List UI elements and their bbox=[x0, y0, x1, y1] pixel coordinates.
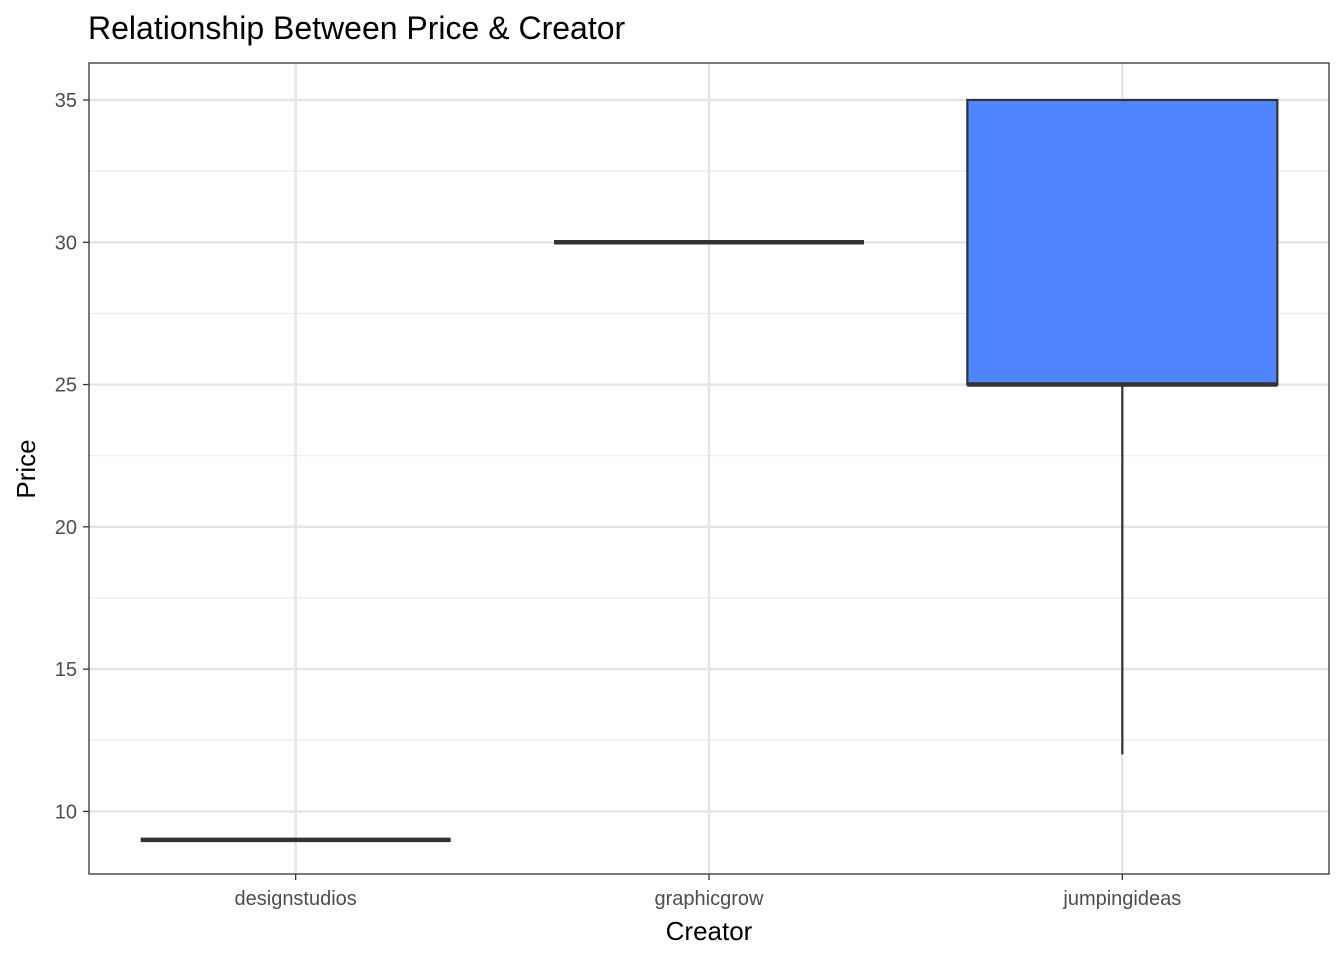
chart-title: Relationship Between Price & Creator bbox=[88, 10, 626, 46]
y-axis-title: Price bbox=[11, 439, 41, 498]
y-axis: 10 15 20 25 30 35 bbox=[55, 90, 89, 823]
y-tick-label: 35 bbox=[55, 90, 77, 112]
box-series bbox=[140, 98, 1279, 843]
y-tick-label: 25 bbox=[55, 375, 77, 397]
y-tick-label: 10 bbox=[55, 801, 77, 823]
box-jumpingideas bbox=[966, 98, 1279, 755]
x-axis-title: Creator bbox=[666, 916, 753, 946]
y-tick-label: 20 bbox=[55, 517, 77, 539]
y-tick-label: 15 bbox=[55, 659, 77, 681]
x-tick-label: jumpingideas bbox=[1062, 888, 1181, 910]
box-iqr bbox=[966, 98, 1279, 386]
x-tick-label: designstudios bbox=[235, 888, 357, 910]
y-tick-label: 30 bbox=[55, 232, 77, 254]
x-axis: designstudios graphicgrow jumpingideas bbox=[235, 874, 1181, 910]
x-tick-label: graphicgrow bbox=[655, 888, 765, 910]
